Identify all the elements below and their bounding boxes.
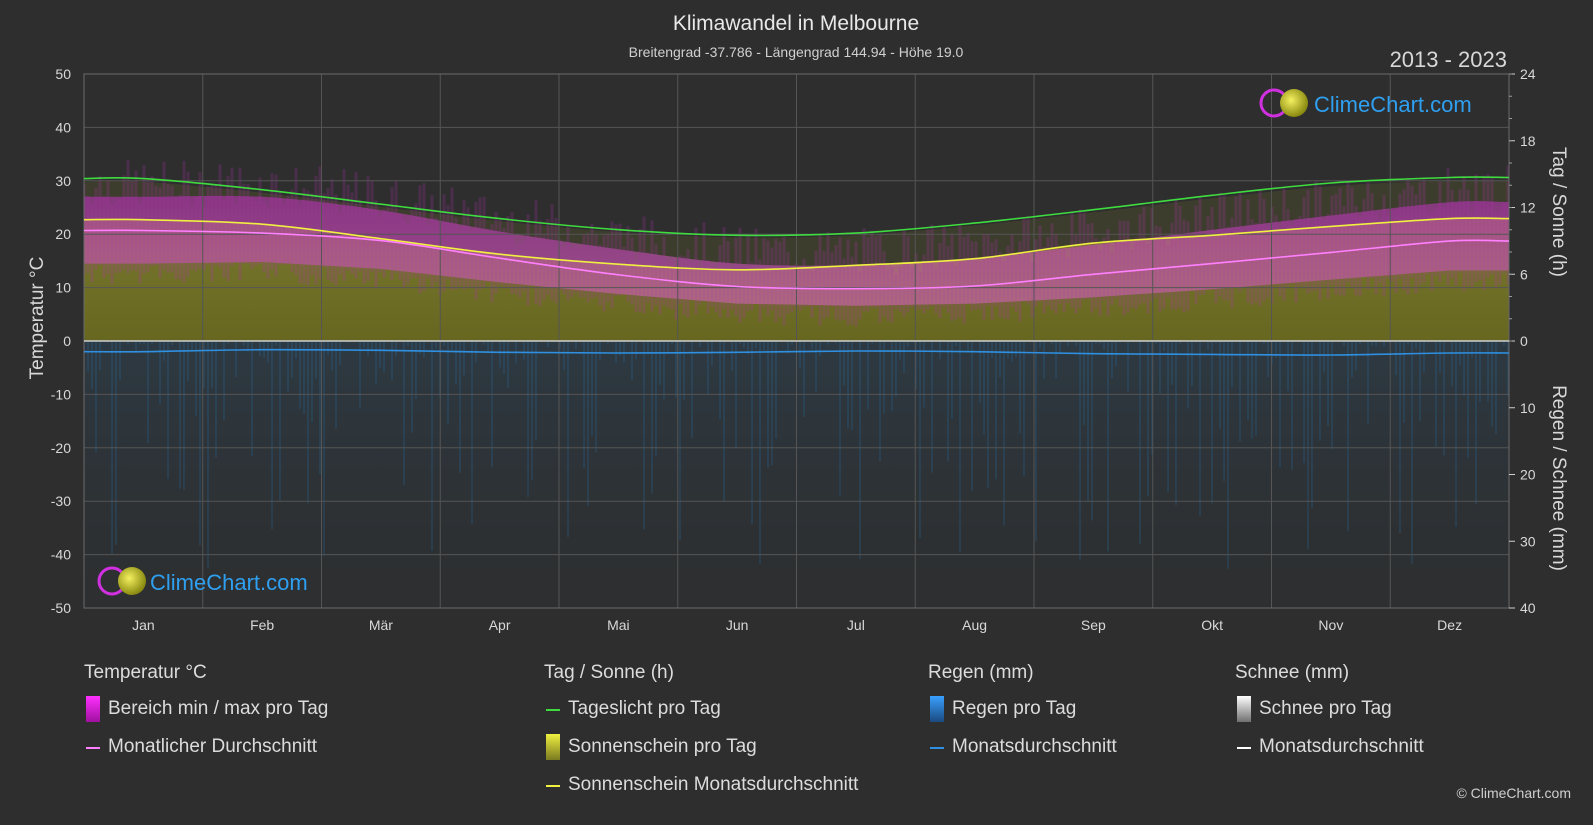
legend-label: Monatlicher Durchschnitt — [108, 736, 318, 757]
legend-label: Sonnenschein pro Tag — [568, 736, 757, 757]
legend: Temperatur °C Bereich min / max pro Tag … — [0, 662, 1593, 812]
legend-label: Bereich min / max pro Tag — [108, 698, 329, 719]
legend-label: Sonnenschein Monatsdurchschnitt — [568, 774, 859, 795]
legend-swatch — [546, 734, 560, 760]
left-tick-label: 50 — [55, 66, 71, 82]
legend-group-rain: Regen (mm) Regen pro Tag Monatsdurchschn… — [928, 662, 1117, 766]
month-label: Jul — [847, 617, 865, 633]
left-tick-label: -40 — [51, 547, 71, 563]
brand-logo-bottom[interactable]: ClimeChart.com — [97, 566, 308, 596]
legend-item-daylight[interactable]: Tageslicht pro Tag — [544, 690, 858, 728]
right-top-tick-label: 18 — [1520, 133, 1536, 149]
legend-title-temperature: Temperatur °C — [84, 662, 207, 683]
legend-label: Regen pro Tag — [952, 698, 1077, 719]
chart-title: Klimawandel in Melbourne — [673, 12, 919, 35]
month-label: Sep — [1081, 617, 1106, 633]
period-label: 2013 - 2023 — [1390, 47, 1507, 72]
month-label: Mär — [369, 617, 393, 633]
rain-avg-line — [84, 348, 1509, 356]
left-tick-label: -30 — [51, 493, 71, 509]
right-bottom-tick-label: 40 — [1520, 600, 1536, 616]
left-tick-label: 0 — [63, 333, 71, 349]
legend-item-rain-daily[interactable]: Regen pro Tag — [928, 690, 1117, 728]
right-top-tick-label: 24 — [1520, 66, 1536, 82]
legend-swatch — [1237, 696, 1251, 722]
legend-item-snow-daily[interactable]: Schnee pro Tag — [1235, 690, 1424, 728]
legend-label: Schnee pro Tag — [1259, 698, 1392, 719]
month-label: Aug — [962, 617, 987, 633]
month-label: Dez — [1437, 617, 1462, 633]
legend-swatch — [86, 747, 100, 749]
plot-area — [83, 73, 1510, 609]
right-top-tick-label: 6 — [1520, 266, 1528, 282]
legend-title-rain: Regen (mm) — [928, 662, 1034, 683]
copyright[interactable]: © ClimeChart.com — [1456, 785, 1571, 801]
chart-subtitle: Breitengrad -37.786 - Längengrad 144.94 … — [629, 44, 964, 60]
legend-item-rain-avg[interactable]: Monatsdurchschnitt — [928, 728, 1117, 766]
right-bottom-tick-label: 20 — [1520, 467, 1536, 483]
legend-item-temp-range[interactable]: Bereich min / max pro Tag — [84, 690, 328, 728]
month-label: Mai — [607, 617, 630, 633]
left-axis-label: Temperatur °C — [27, 257, 48, 380]
brand-logo-top[interactable]: ClimeChart.com — [1259, 88, 1472, 118]
legend-title-sun: Tag / Sonne (h) — [544, 662, 674, 683]
left-tick-label: 30 — [55, 173, 71, 189]
legend-title-snow: Schnee (mm) — [1235, 662, 1350, 683]
month-label: Jun — [726, 617, 749, 633]
legend-label: Monatsdurchschnitt — [1259, 736, 1424, 757]
legend-swatch — [930, 747, 944, 749]
right-top-tick-label: 12 — [1520, 200, 1536, 216]
daylight-line — [84, 176, 1509, 237]
brand-name-top: ClimeChart.com — [1314, 92, 1472, 117]
legend-group-temperature: Temperatur °C Bereich min / max pro Tag … — [84, 662, 328, 766]
legend-swatch — [1237, 747, 1251, 749]
right-bottom-axis-label: Regen / Schnee (mm) — [1548, 385, 1569, 571]
month-label: Feb — [250, 617, 274, 633]
right-top-axis-label: Tag / Sonne (h) — [1548, 147, 1569, 277]
legend-item-sunshine-daily[interactable]: Sonnenschein pro Tag — [544, 728, 858, 766]
climate-chart: 50 40 30 20 10 0 -10 -20 -30 -40 -50 24 18 12 6 0 10 20 3… — [27, 12, 1569, 633]
logo-sun-icon — [118, 567, 146, 595]
month-label: Nov — [1318, 617, 1343, 633]
right-bottom-tick-label: 30 — [1520, 533, 1536, 549]
legend-label: Monatsdurchschnitt — [952, 736, 1117, 757]
left-axis-ticks: 50 40 30 20 10 0 -10 -20 -30 -40 -50 — [51, 66, 71, 616]
left-tick-label: 20 — [55, 226, 71, 242]
month-label: Apr — [489, 617, 511, 633]
legend-swatch — [86, 696, 100, 722]
month-label: Okt — [1201, 617, 1223, 633]
legend-group-snow: Schnee (mm) Schnee pro Tag Monatsdurchsc… — [1235, 662, 1424, 766]
legend-label: Tageslicht pro Tag — [568, 698, 721, 719]
left-tick-label: -10 — [51, 386, 71, 402]
legend-item-sunshine-avg[interactable]: Sonnenschein Monatsdurchschnitt — [544, 766, 858, 804]
legend-swatch — [546, 785, 560, 787]
month-labels: Jan Feb Mär Apr Mai Jun Jul Aug Sep Okt Nov Dez — [132, 617, 1462, 633]
month-label: Jan — [132, 617, 155, 633]
legend-group-sun: Tag / Sonne (h) Tageslicht pro Tag Sonne… — [544, 662, 858, 804]
temp-avg-line — [84, 229, 1509, 290]
left-tick-label: -20 — [51, 440, 71, 456]
legend-swatch — [930, 696, 944, 722]
right-axis-ticks: 24 18 12 6 0 10 20 30 40 — [1509, 66, 1536, 616]
right-top-tick-label: 0 — [1520, 333, 1528, 349]
legend-swatch — [546, 709, 560, 711]
logo-sun-icon — [1280, 89, 1308, 117]
sunshine-avg-line — [84, 217, 1509, 271]
legend-item-snow-avg[interactable]: Monatsdurchschnitt — [1235, 728, 1424, 766]
left-tick-label: 10 — [55, 280, 71, 296]
left-tick-label: 40 — [55, 119, 71, 135]
brand-name-bottom: ClimeChart.com — [150, 570, 308, 595]
left-tick-label: -50 — [51, 600, 71, 616]
right-bottom-tick-label: 10 — [1520, 400, 1536, 416]
legend-item-temp-avg[interactable]: Monatlicher Durchschnitt — [84, 728, 328, 766]
